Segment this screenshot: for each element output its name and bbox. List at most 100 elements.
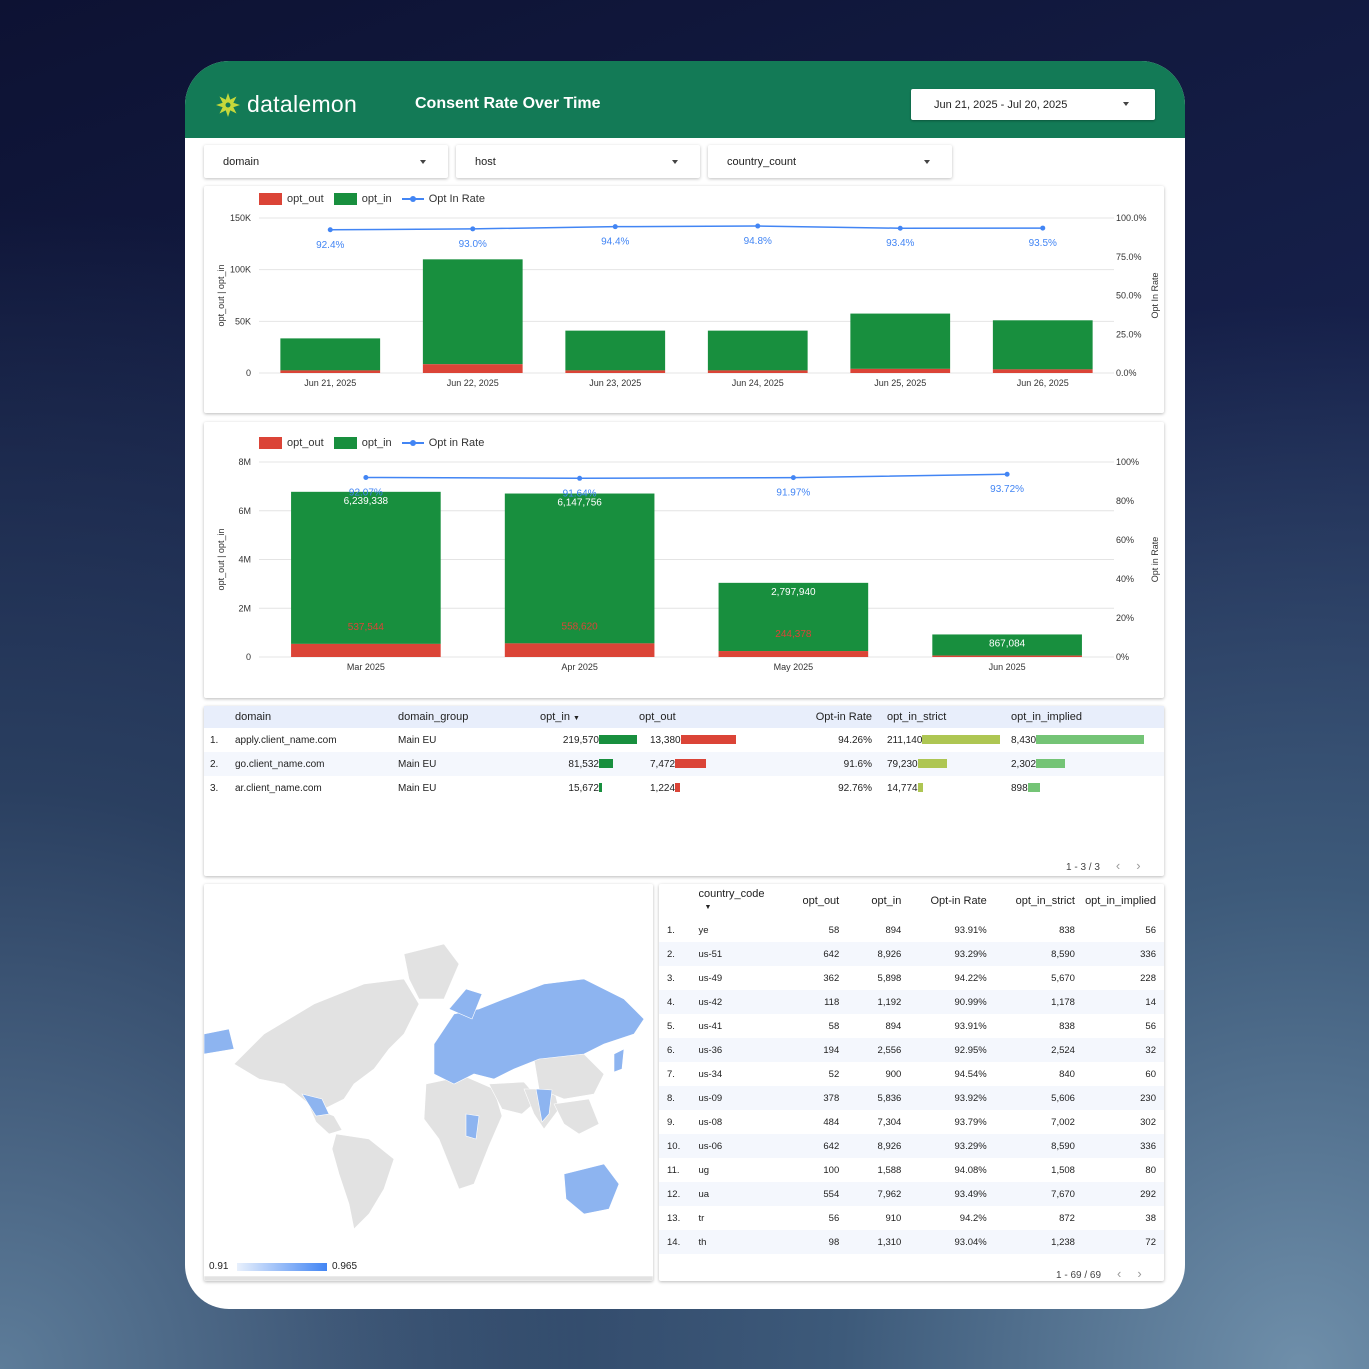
row-number: 1.	[210, 734, 219, 746]
cell-opt-in-rate: 93.79%	[954, 1116, 987, 1128]
y2-tick-label: 75.0%	[1116, 252, 1142, 262]
cell-country-code: us-42	[698, 996, 723, 1008]
legend-item[interactable]: opt_in	[333, 193, 392, 205]
bar-data-label: 2,797,940	[771, 587, 816, 598]
cell-opt-in-rate: 92.95%	[954, 1044, 987, 1056]
col-header-opt-out[interactable]: opt_out	[639, 711, 676, 723]
col-header-opt-in[interactable]: opt_in	[871, 895, 902, 907]
domain-table-panel: domain domain_group opt_in ▼ opt_out Opt…	[204, 706, 1164, 876]
cell-opt-in: 15,672	[539, 776, 638, 800]
cell-opt-out: 100	[823, 1164, 840, 1176]
row-number: 12.	[667, 1188, 681, 1200]
legend-item[interactable]: Opt In Rate	[401, 193, 485, 205]
cell-opt-in-rate: 93.29%	[954, 948, 987, 960]
col-header-domain-group[interactable]: domain_group	[398, 711, 469, 723]
next-page-icon[interactable]: ›	[1137, 1266, 1142, 1281]
col-header-opt-in-rate[interactable]: Opt-in Rate	[815, 711, 872, 723]
filter-country-count[interactable]: country_count	[708, 145, 952, 178]
col-header-opt-in[interactable]: opt_in ▼	[540, 711, 580, 723]
cell-opt-in-rate: 93.29%	[954, 1140, 987, 1152]
table-row[interactable]: 3. ar.client_name.com Main EU 15,672 1,224 92…	[204, 776, 1164, 800]
y2-tick-label: 0.0%	[1116, 368, 1137, 378]
dropdown-caret-icon	[420, 160, 426, 164]
table-row[interactable]: 9. us-08 484 7,304 93.79% 7,002 302	[659, 1110, 1164, 1134]
x-tick-label: Apr 2025	[561, 662, 598, 672]
cell-opt-in-strict: 840	[1059, 1068, 1075, 1080]
col-header-opt-in-strict[interactable]: opt_in_strict	[887, 711, 947, 723]
cell-opt-in-rate: 92.76%	[838, 782, 872, 794]
y-tick-label: 8M	[238, 457, 251, 467]
cell-opt-in-strict: 8,590	[1051, 1140, 1075, 1152]
table-row[interactable]: 5. us-41 58 894 93.91% 838 56	[659, 1014, 1164, 1038]
map-region-north-america	[233, 978, 420, 1110]
map-region-south-america	[331, 1133, 395, 1230]
cell-country-code: th	[698, 1236, 707, 1248]
legend-item[interactable]: opt_in	[333, 437, 392, 449]
cell-opt-out: 642	[823, 948, 840, 960]
prev-page-icon[interactable]: ‹	[1117, 1266, 1122, 1281]
table-row[interactable]: 6. us-36 194 2,556 92.95% 2,524 32	[659, 1038, 1164, 1062]
table-row[interactable]: 13. tr 56 910 94.2% 872 38	[659, 1206, 1164, 1230]
opt-in-implied-bar	[1027, 783, 1040, 793]
cell-opt-in: 5,836	[877, 1092, 902, 1104]
table-row[interactable]: 2. us-51 642 8,926 93.29% 8,590 336	[659, 942, 1164, 966]
date-range-picker[interactable]: Jun 21, 2025 - Jul 20, 2025	[911, 89, 1155, 120]
y2-axis-label: Opt in Rate	[1150, 537, 1160, 583]
legend-line-swatch	[401, 437, 424, 449]
geo-map-panel: 0.91 0.965	[204, 884, 653, 1281]
table-row[interactable]: 2. go.client_name.com Main EU 81,532 7,472 91…	[204, 752, 1164, 776]
cell-opt-in: 7,962	[877, 1188, 902, 1200]
table-row[interactable]: 1. apply.client_name.com Main EU 219,570 13,…	[204, 728, 1164, 752]
y2-tick-label: 100.0%	[1116, 213, 1147, 223]
legend-item[interactable]: Opt in Rate	[401, 437, 484, 449]
bar-data-label: 244,378	[775, 629, 812, 640]
cell-opt-out: 194	[823, 1044, 840, 1056]
col-header-opt-in-implied[interactable]: opt_in_implied	[1085, 894, 1156, 907]
cell-opt-in-strict: 79,230	[886, 752, 1010, 776]
opt-in-bar	[599, 735, 637, 745]
table-row[interactable]: 14. th 98 1,310 93.04% 1,238 72	[659, 1230, 1164, 1254]
cell-opt-in-implied: 56	[1145, 1020, 1156, 1032]
col-header-opt-in-rate[interactable]: Opt-in Rate	[930, 895, 987, 907]
cell-opt-in-strict: 211,140	[886, 728, 1010, 752]
x-tick-label: Mar 2025	[347, 662, 385, 672]
dropdown-caret-icon	[1123, 102, 1129, 106]
col-header-opt-in-implied[interactable]: opt_in_implied	[1011, 711, 1082, 723]
x-tick-label: Jun 25, 2025	[874, 378, 926, 388]
filter-label: domain	[223, 155, 260, 168]
cell-opt-in-implied: 2,302	[1010, 752, 1164, 776]
row-number: 2.	[210, 758, 219, 770]
table-row[interactable]: 7. us-34 52 900 94.54% 840 60	[659, 1062, 1164, 1086]
cell-opt-in-strict: 8,590	[1051, 948, 1075, 960]
world-map[interactable]	[204, 884, 653, 1281]
map-region-australia	[563, 1163, 620, 1215]
col-header-opt-in-strict[interactable]: opt_in_strict	[1015, 895, 1075, 907]
table-row[interactable]: 12. ua 554 7,962 93.49% 7,670 292	[659, 1182, 1164, 1206]
table-row[interactable]: 8. us-09 378 5,836 93.92% 5,606 230	[659, 1086, 1164, 1110]
legend-label: opt_in	[361, 437, 392, 449]
prev-page-icon[interactable]: ‹	[1115, 858, 1121, 873]
table-row[interactable]: 1. ye 58 894 93.91% 838 56	[659, 918, 1164, 942]
pagination: 1 - 3 / 3 ‹ ›	[1066, 858, 1141, 873]
filter-domain[interactable]: domain	[204, 145, 448, 178]
row-number: 1.	[667, 924, 675, 936]
col-header-domain[interactable]: domain	[235, 711, 272, 723]
table-row[interactable]: 3. us-49 362 5,898 94.22% 5,670 228	[659, 966, 1164, 990]
cell-country-code: tr	[698, 1212, 705, 1224]
table-row[interactable]: 10. us-06 642 8,926 93.29% 8,590 336	[659, 1134, 1164, 1158]
opt-in-bar	[707, 330, 808, 371]
legend-item[interactable]: opt_out	[259, 437, 324, 449]
cell-opt-in-rate: 94.54%	[954, 1068, 987, 1080]
filter-host[interactable]: host	[456, 145, 700, 178]
cell-opt-in: 1,310	[877, 1236, 902, 1248]
rate-data-label: 92.07%	[349, 487, 383, 498]
col-header-country-code[interactable]: country_code ▼	[698, 888, 765, 911]
table-row[interactable]: 4. us-42 118 1,192 90.99% 1,178 14	[659, 990, 1164, 1014]
x-tick-label: Jun 2025	[989, 662, 1026, 672]
next-page-icon[interactable]: ›	[1136, 858, 1141, 873]
opt-in-rate-point	[790, 475, 796, 481]
table-row[interactable]: 11. ug 100 1,588 94.08% 1,508 80	[659, 1158, 1164, 1182]
legend-item[interactable]: opt_out	[259, 193, 324, 205]
col-header-opt-out[interactable]: opt_out	[802, 895, 840, 907]
opt-in-rate-point	[327, 227, 333, 233]
